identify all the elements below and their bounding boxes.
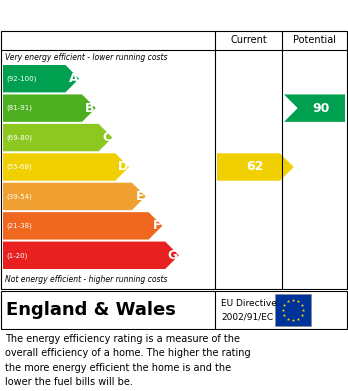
Text: 62: 62 bbox=[247, 160, 264, 174]
Text: Not energy efficient - higher running costs: Not energy efficient - higher running co… bbox=[5, 276, 167, 285]
Polygon shape bbox=[3, 124, 112, 151]
Polygon shape bbox=[3, 212, 162, 240]
Text: (69-80): (69-80) bbox=[6, 135, 32, 141]
Text: (92-100): (92-100) bbox=[6, 75, 37, 82]
Text: E: E bbox=[136, 190, 145, 203]
Text: England & Wales: England & Wales bbox=[6, 301, 176, 319]
Polygon shape bbox=[3, 95, 96, 122]
Text: Current: Current bbox=[230, 35, 267, 45]
Text: F: F bbox=[153, 219, 161, 232]
Polygon shape bbox=[3, 65, 79, 92]
Text: The energy efficiency rating is a measure of the
overall efficiency of a home. T: The energy efficiency rating is a measur… bbox=[5, 334, 251, 387]
Text: (39-54): (39-54) bbox=[6, 193, 32, 200]
Text: G: G bbox=[168, 249, 178, 262]
Text: (1-20): (1-20) bbox=[6, 252, 27, 258]
Polygon shape bbox=[3, 153, 129, 181]
Text: C: C bbox=[102, 131, 111, 144]
Text: 2002/91/EC: 2002/91/EC bbox=[221, 313, 273, 322]
Text: (55-68): (55-68) bbox=[6, 164, 32, 170]
Text: Potential: Potential bbox=[293, 35, 336, 45]
Text: B: B bbox=[85, 102, 95, 115]
Text: A: A bbox=[69, 72, 78, 85]
Text: EU Directive: EU Directive bbox=[221, 300, 277, 308]
Text: 90: 90 bbox=[313, 102, 330, 115]
Text: D: D bbox=[118, 160, 128, 174]
Text: (21-38): (21-38) bbox=[6, 222, 32, 229]
Text: Very energy efficient - lower running costs: Very energy efficient - lower running co… bbox=[5, 54, 167, 63]
Text: (81-91): (81-91) bbox=[6, 105, 32, 111]
Text: Energy Efficiency Rating: Energy Efficiency Rating bbox=[7, 7, 217, 23]
Polygon shape bbox=[3, 242, 179, 269]
Polygon shape bbox=[284, 95, 345, 122]
Polygon shape bbox=[217, 153, 294, 181]
Bar bbox=[275, 294, 311, 326]
Polygon shape bbox=[3, 183, 146, 210]
